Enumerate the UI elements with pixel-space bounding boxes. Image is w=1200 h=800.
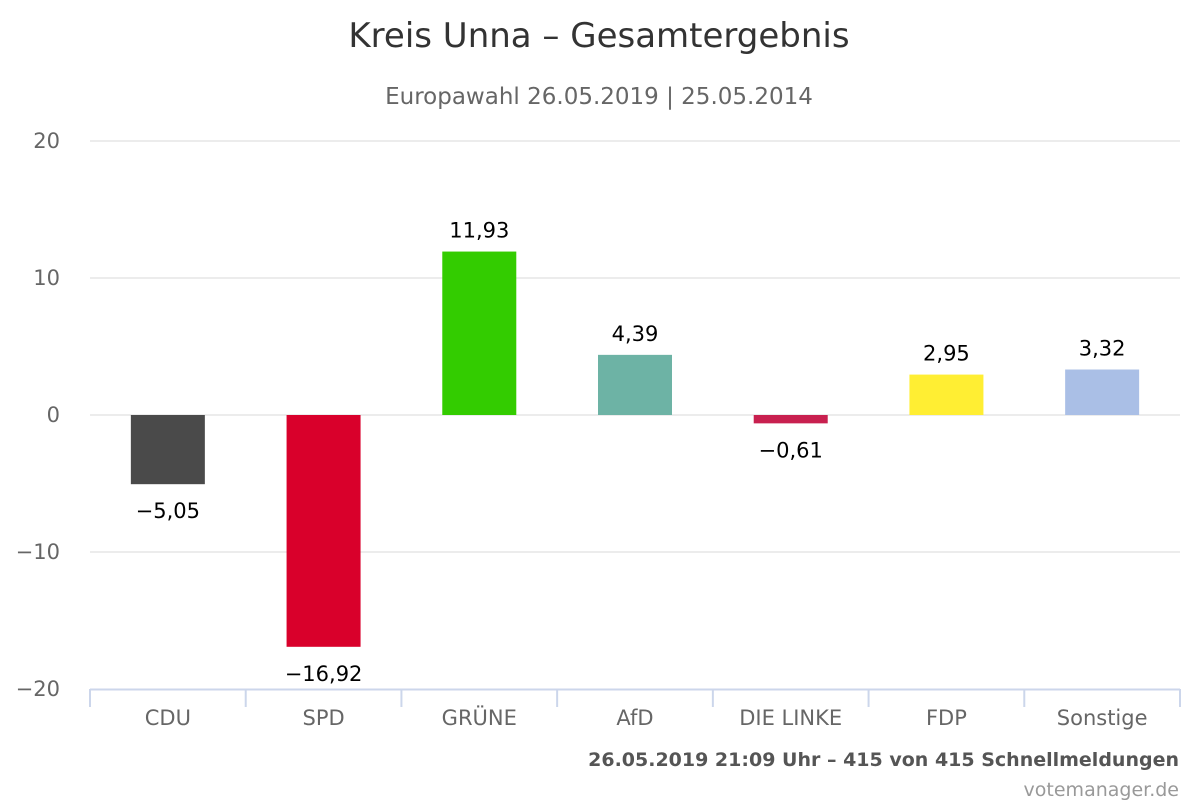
x-tick-label: GRÜNE (442, 705, 517, 730)
gridlines (90, 140, 1180, 553)
data-label: 3,32 (1079, 337, 1126, 361)
y-tick-label: 0 (47, 403, 60, 427)
data-labels: −5,05 −16,92 11,93 4,39 −0,61 2,95 3,32 (136, 219, 1126, 686)
data-label: −0,61 (759, 438, 823, 462)
bar-afd[interactable] (598, 354, 672, 415)
x-tick-label: Sonstige (1057, 706, 1148, 730)
bar-series (130, 251, 1140, 647)
footer-credit[interactable]: votemanager.de (1024, 779, 1179, 800)
y-tick-label: −20 (16, 677, 60, 701)
bar-sonstige[interactable] (1065, 369, 1140, 415)
footer-timestamp: 26.05.2019 21:09 Uhr – 415 von 415 Schne… (588, 749, 1179, 771)
bar-cdu[interactable] (130, 415, 205, 485)
bar-die-linke[interactable] (753, 415, 828, 424)
chart-subtitle: Europawahl 26.05.2019 | 25.05.2014 (385, 84, 813, 110)
x-tick-label: SPD (302, 706, 344, 730)
bar-fdp[interactable] (909, 374, 984, 415)
x-tick-label: DIE LINKE (739, 706, 842, 730)
x-tick-label: CDU (145, 706, 191, 730)
bar-spd[interactable] (286, 415, 361, 647)
y-axis: 20 10 0 −10 −20 (16, 129, 60, 701)
data-label: −5,05 (136, 499, 200, 523)
data-label: −16,92 (285, 662, 363, 686)
y-tick-label: 20 (33, 129, 60, 153)
y-tick-label: 10 (33, 266, 60, 290)
data-label: 2,95 (923, 342, 970, 366)
bar-grüne[interactable] (442, 251, 517, 415)
data-label: 4,39 (612, 322, 659, 346)
chart-title: Kreis Unna – Gesamtergebnis (348, 16, 849, 56)
x-axis: CDU SPD GRÜNE AfD DIE LINKE FDP Sonstige (89, 688, 1181, 730)
x-tick-label: AfD (616, 706, 653, 730)
y-tick-label: −10 (16, 540, 60, 564)
data-label: 11,93 (449, 219, 509, 243)
x-tick-label: FDP (926, 706, 967, 730)
